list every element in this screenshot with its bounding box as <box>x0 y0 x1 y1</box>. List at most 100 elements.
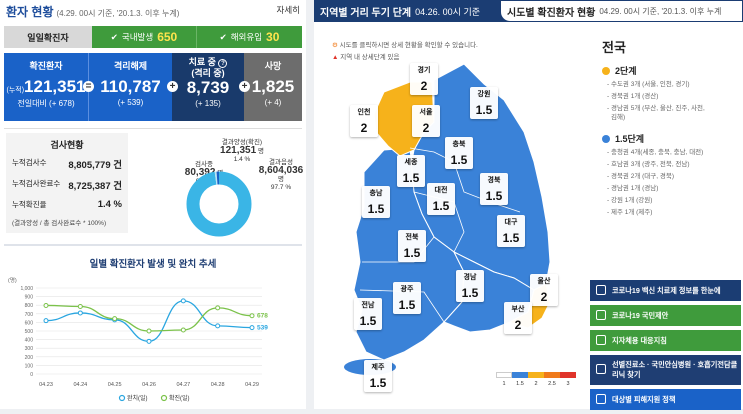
check-icon: ✔ <box>219 31 227 42</box>
legend-swatch <box>496 372 512 378</box>
check-icon: ✔ <box>110 31 118 42</box>
legend-swatch <box>544 372 560 378</box>
level15-item: - 경북권 2개 (대구, 경북) <box>607 173 674 180</box>
vaccine-info-button[interactable]: 코로나19 백신 치료제 정보를 한눈에 <box>590 280 741 301</box>
plus-icon: + <box>239 81 250 92</box>
data-point <box>249 313 255 319</box>
patient-status-panel: 환자 현황 (4.29. 00시 기준, '20.1.3. 이후 누계) 자세히 … <box>0 0 306 409</box>
test-row: 누적확진율 1.4 % <box>12 199 122 210</box>
legend-marker <box>118 394 126 402</box>
region-label-sejong[interactable]: 세종 1.5 <box>397 155 425 187</box>
clinic-finder-button[interactable]: 선별진료소 · 국민안심병원 · 호흡기전담클리닉 찾기 <box>590 355 741 385</box>
overseas-value: 30 <box>266 30 280 44</box>
level15-item: - 충청권 4개(세종, 충북, 충남, 대전) <box>607 149 704 156</box>
level15-item: - 제주 1개 (제주) <box>607 209 653 216</box>
daily-cases-label: 일일확진자 <box>4 26 92 48</box>
data-point <box>215 305 221 311</box>
y-tick-label: 0 <box>30 372 33 378</box>
positive-label: 결과양성(확진) 121,351 명 1.4 % <box>220 139 264 163</box>
daily-trend-chart: 일별 확진환자 발생 및 완치 추세 (명) 0 100 200 300 400 500 60… <box>4 244 302 405</box>
y-axis-label: (명) <box>8 277 17 284</box>
help-icon[interactable]: ? <box>218 59 228 68</box>
chart-title: 일별 확진환자 발생 및 완치 추세 <box>89 259 217 270</box>
region-label-jeonnam[interactable]: 전남 1.5 <box>354 298 382 330</box>
level2-item: - 경남권 5개 (부산, 울산, 진주, 사천, <box>607 105 705 112</box>
region-label-jeju[interactable]: 제주 1.5 <box>364 360 392 392</box>
region-label-jeonbuk[interactable]: 전북 1.5 <box>398 230 426 262</box>
domestic-value: 650 <box>157 30 178 44</box>
y-tick-label: 700 <box>25 312 34 318</box>
region-label-chungbuk[interactable]: 충북 1.5 <box>445 137 473 169</box>
y-tick-label: 200 <box>25 355 34 361</box>
tab-region-cases[interactable]: 시도별 확진환자 현황 04.29. 00시 기준, '20.1.3. 이후 누계 <box>500 0 743 22</box>
level2-item: - 수도권 3개 (서울, 인천, 경기) <box>607 81 690 88</box>
map-tabs: 지역별 거리 두기 단계 04.26. 00시 기준 시도별 확진환자 현황 04.… <box>314 0 743 22</box>
map-borders <box>359 147 521 323</box>
level15-item: - 경남권 1개 (경남) <box>607 185 659 192</box>
data-point <box>146 328 152 334</box>
more-link[interactable]: 자세히 <box>276 5 300 15</box>
data-point <box>146 338 152 344</box>
series-line <box>45 304 253 332</box>
region-map-panel: 지역별 거리 두기 단계 04.26. 00시 기준 시도별 확진환자 현황 04.… <box>314 0 743 410</box>
confirmed-stat: 확진환자 (누적)121,351 전일대비 (+ 678) <box>4 53 88 121</box>
end-value-label: 539 <box>257 325 268 332</box>
tab-distancing-level[interactable]: 지역별 거리 두기 단계 04.26. 00시 기준 <box>314 0 500 22</box>
data-point <box>112 316 118 322</box>
donut-negative-slice <box>186 171 252 237</box>
legend-label: 확진(일) <box>169 394 190 402</box>
data-point <box>180 298 186 304</box>
level15-dot <box>602 134 610 143</box>
guideline-button[interactable]: 지자체용 대응지침 <box>590 330 741 351</box>
x-tick-label: 04.26 <box>142 382 156 388</box>
donut-positive-slice <box>186 171 252 237</box>
patient-status-title: 환자 현황 (4.29. 00시 기준, '20.1.3. 이후 누계) <box>6 5 180 19</box>
x-tick-label: 04.24 <box>73 382 87 388</box>
support-policy-button[interactable]: 대상별 피해지원 정책 <box>590 389 741 410</box>
domestic-cases: ✔ 국내발생 650 <box>92 26 197 48</box>
y-tick-label: 400 <box>25 338 34 344</box>
end-value-label: 678 <box>257 313 268 320</box>
region-label-daejeon[interactable]: 대전 1.5 <box>427 183 455 215</box>
region-label-gyeongbuk[interactable]: 경북 1.5 <box>480 173 508 205</box>
national-title: 전국 <box>602 40 626 55</box>
region-label-incheon[interactable]: 인천 2 <box>350 105 378 137</box>
region-label-daegu[interactable]: 대구 1.5 <box>497 215 525 247</box>
legend-swatch <box>528 372 544 378</box>
y-tick-label: 100 <box>25 363 34 369</box>
death-value: 1,825 <box>251 77 295 96</box>
plus-icon: + <box>167 81 178 92</box>
y-tick-label: 900 <box>25 295 34 301</box>
data-point <box>77 310 83 316</box>
region-label-gyeonggi[interactable]: 경기 2 <box>410 63 438 95</box>
y-tick-label: 600 <box>25 320 34 326</box>
support-icon <box>596 394 606 404</box>
test-status-section: 검사현황 누적검사수 8,805,779 건 누적검사완료수 8,725,387 건… <box>4 128 303 239</box>
region-label-chungnam[interactable]: 충남 1.5 <box>362 186 390 218</box>
level2-heading: 2단계 <box>602 64 739 77</box>
region-label-gangwon[interactable]: 강원 1.5 <box>470 87 498 119</box>
region-label-busan[interactable]: 부산 2 <box>504 302 532 334</box>
line-chart: (명) 0 100 200 300 400 500 600 700 800 900 1,000 04.2… <box>8 277 268 402</box>
proposal-button[interactable]: 코로나19 국민제안 <box>590 305 741 326</box>
data-point <box>180 327 186 333</box>
region-label-ulsan[interactable]: 울산 2 <box>530 274 558 306</box>
x-tick-label: 04.23 <box>39 382 53 388</box>
daily-cases-bar: 일일확진자 ✔ 국내발생 650 ✔ 해외유입 30 <box>4 26 302 48</box>
x-tick-label: 04.27 <box>176 382 190 388</box>
region-label-gwangju[interactable]: 광주 1.5 <box>393 282 421 314</box>
y-tick-label: 1,000 <box>20 286 33 292</box>
level2-dot <box>602 66 610 75</box>
korea-map <box>344 63 551 375</box>
book-icon <box>596 335 606 345</box>
legend-swatch <box>560 372 576 378</box>
test-donut: 검사중 80,392 명 0.9 % 결과양성(확진) 121,351 명 1.4 % … <box>176 135 303 239</box>
level15-item: - 강원 1개 (강원) <box>607 197 653 204</box>
region-label-seoul[interactable]: 서울 2 <box>412 105 440 137</box>
region-label-gyeongnam[interactable]: 경남 1.5 <box>456 270 484 302</box>
donut-chart <box>186 171 252 237</box>
data-point <box>215 323 221 329</box>
cumulative-stats: 확진환자 (누적)121,351 전일대비 (+ 678) 격리해제 110,7… <box>4 53 302 121</box>
overseas-cases: ✔ 해외유입 30 <box>197 26 302 48</box>
test-note: (결과양성 / 총 검사완료수 * 100%) <box>12 220 107 227</box>
